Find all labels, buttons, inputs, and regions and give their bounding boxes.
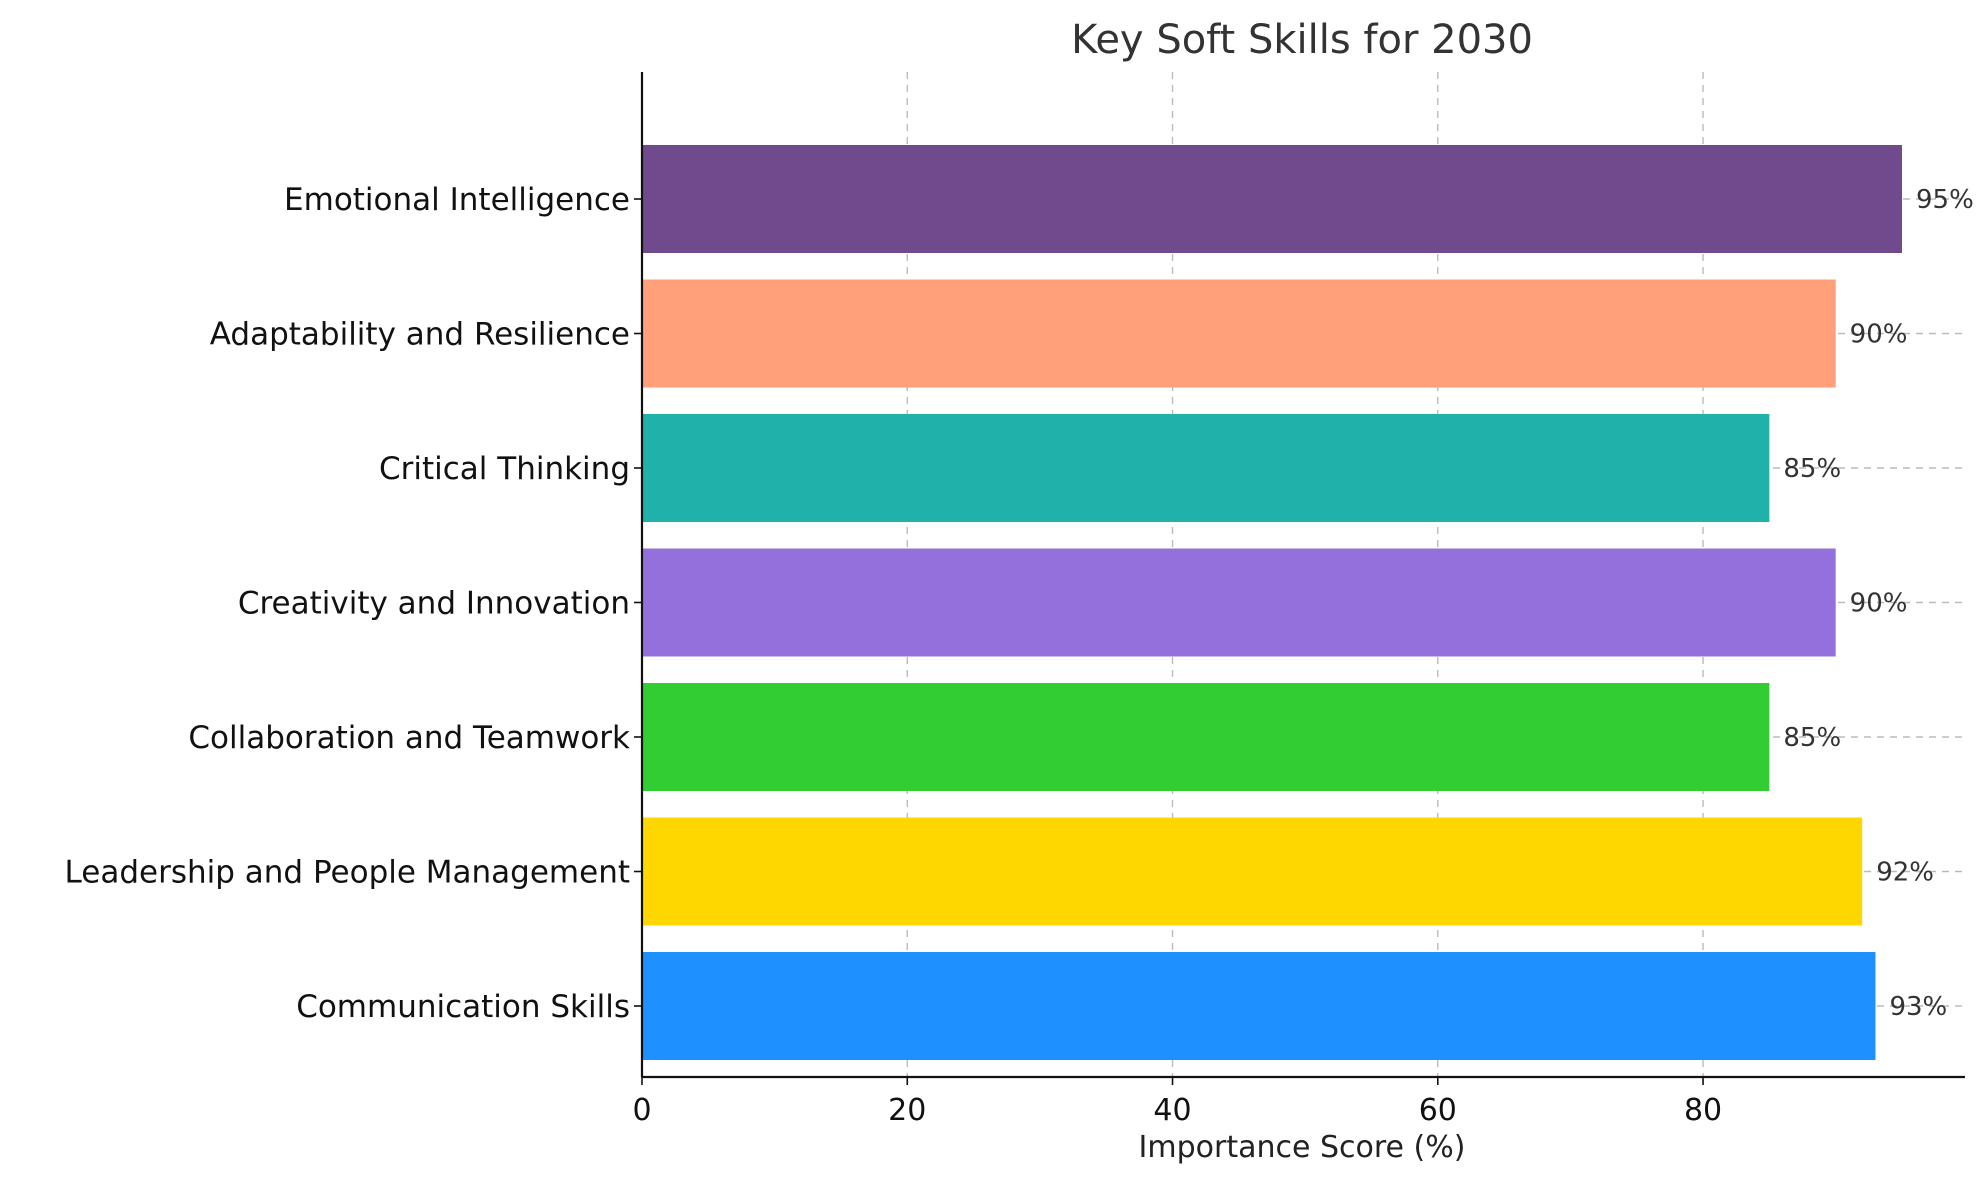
labels: 93% Communication Skills 92% Leadership and… [65,182,1974,1128]
data-label: 90% [1850,589,1908,619]
data-label: 90% [1850,320,1908,350]
x-tick-label: 20 [888,1093,926,1128]
data-label: 92% [1876,858,1934,888]
data-label: 85% [1783,723,1841,753]
x-tick-label: 80 [1684,1093,1722,1128]
chart-title: Key Soft Skills for 2030 [1071,17,1533,63]
bars [642,145,1902,1060]
bar [642,817,1863,926]
category-label: Leadership and People Management [65,855,630,891]
category-label: Collaboration and Teamwork [188,720,630,756]
data-label: 93% [1889,992,1947,1022]
bar [642,683,1770,791]
bar [642,414,1770,522]
data-label: 95% [1916,185,1974,215]
bar [642,548,1836,657]
x-tick-label: 40 [1153,1093,1191,1128]
bar [642,952,1876,1060]
axes [634,72,1965,1085]
category-label: Communication Skills [296,989,630,1025]
bar [642,145,1902,253]
category-label: Adaptability and Resilience [210,317,630,353]
x-axis-label: Importance Score (%) [1139,1130,1466,1165]
category-label: Emotional Intelligence [284,182,630,218]
data-label: 85% [1783,454,1841,484]
bar [642,279,1836,388]
x-tick-label: 60 [1419,1093,1457,1128]
category-label: Creativity and Innovation [238,586,630,622]
x-tick-label: 0 [632,1093,651,1128]
category-label: Critical Thinking [379,451,630,487]
